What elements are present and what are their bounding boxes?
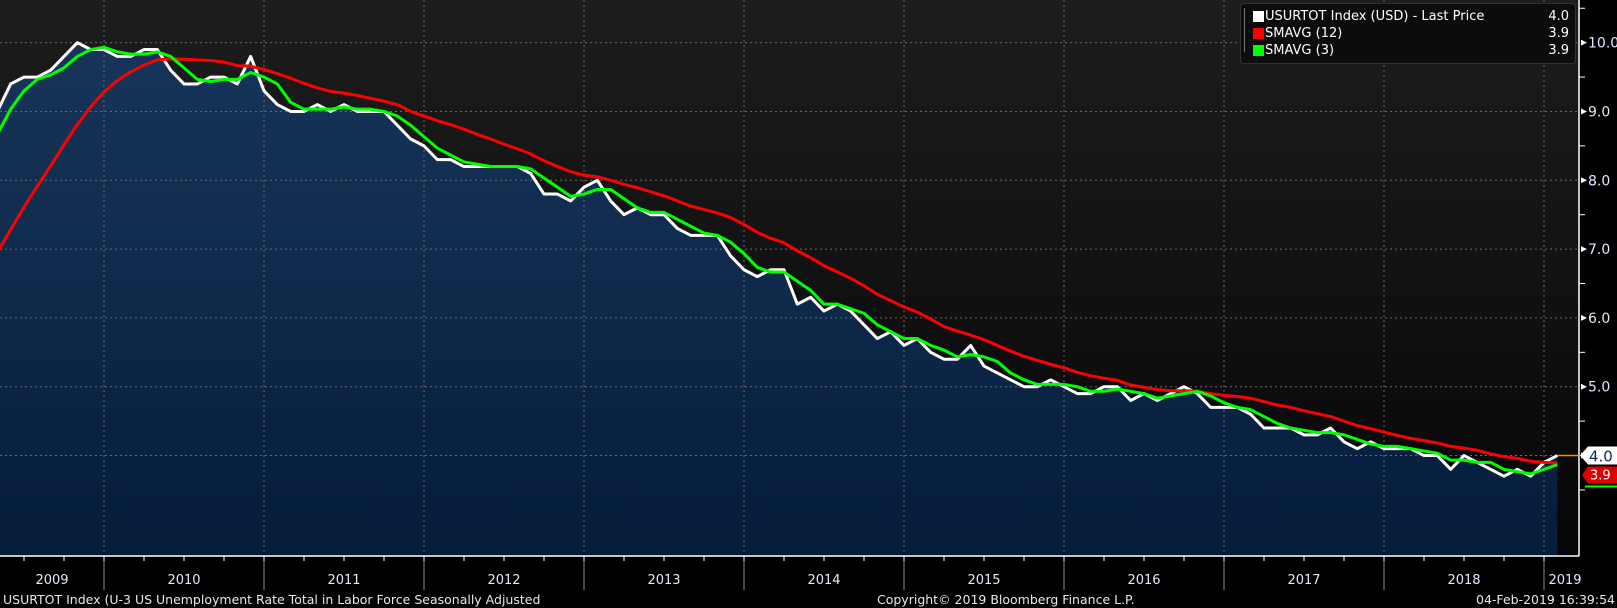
legend-tree-icon (1244, 8, 1251, 52)
y-tick-arrow-icon (1581, 108, 1587, 115)
y-tick-label: 8.0 (1588, 173, 1610, 189)
y-tick-label: 7.0 (1588, 242, 1610, 258)
smavg-3-line (0, 45, 1558, 476)
red-swatch-icon (1253, 28, 1264, 39)
y-tick-arrow-icon (1581, 383, 1587, 390)
legend-label: USURTOT Index (USD) - Last Price (1265, 9, 1485, 24)
x-tick-label: 2015 (967, 573, 1000, 588)
smavg-12-line (0, 57, 1558, 465)
legend-value: 4.0 (1548, 9, 1569, 24)
smavg-12-marker (1582, 466, 1617, 484)
footer-description: USURTOT Index (U-3 US Unemployment Rate … (3, 592, 541, 607)
x-tick-label: 2014 (807, 573, 840, 588)
y-tick-label: 9.0 (1588, 104, 1610, 120)
y-tick-label: 5.0 (1588, 380, 1610, 396)
y-tick-arrow-icon (1581, 314, 1587, 321)
white-swatch-icon (1253, 11, 1264, 22)
smavg-12-marker-label: 3.9 (1590, 469, 1611, 484)
x-tick-label: 2009 (35, 573, 68, 588)
footer-timestamp: 04-Feb-2019 16:39:54 (1476, 592, 1615, 607)
x-tick-label: 2012 (487, 573, 520, 588)
x-tick-label: 2018 (1447, 573, 1480, 588)
last-price-marker-label: 4.0 (1589, 448, 1613, 466)
legend-item-last-price[interactable]: USURTOT Index (USD) - Last Price 4.0 (1241, 8, 1575, 25)
legend-value: 3.9 (1548, 26, 1569, 41)
legend-value: 3.9 (1548, 43, 1569, 58)
legend-label: SMAVG (3) (1265, 43, 1335, 58)
y-tick-label: 6.0 (1588, 311, 1610, 327)
y-tick-label: 10.0 (1588, 36, 1617, 52)
legend: USURTOT Index (USD) - Last Price 4.0 SMA… (1240, 3, 1576, 64)
legend-item-smavg-3[interactable]: SMAVG (3) 3.9 (1241, 42, 1575, 59)
x-tick-label: 2013 (647, 573, 680, 588)
x-tick-label: 2010 (167, 573, 200, 588)
last-price-area (0, 42, 1558, 556)
legend-label: SMAVG (12) (1265, 26, 1343, 41)
x-tick-label: 2016 (1127, 573, 1160, 588)
x-tick-label: 2017 (1287, 573, 1320, 588)
footer-copyright: Copyright© 2019 Bloomberg Finance L.P. (877, 592, 1135, 607)
x-tick-label: 2011 (327, 573, 360, 588)
y-tick-arrow-icon (1581, 177, 1587, 184)
x-tick-label: 2019 (1548, 573, 1581, 588)
last-price-marker (1580, 446, 1617, 465)
y-tick-arrow-icon (1581, 246, 1587, 253)
legend-item-smavg-12[interactable]: SMAVG (12) 3.9 (1241, 25, 1575, 42)
green-swatch-icon (1253, 45, 1264, 56)
y-tick-arrow-icon (1581, 39, 1587, 46)
